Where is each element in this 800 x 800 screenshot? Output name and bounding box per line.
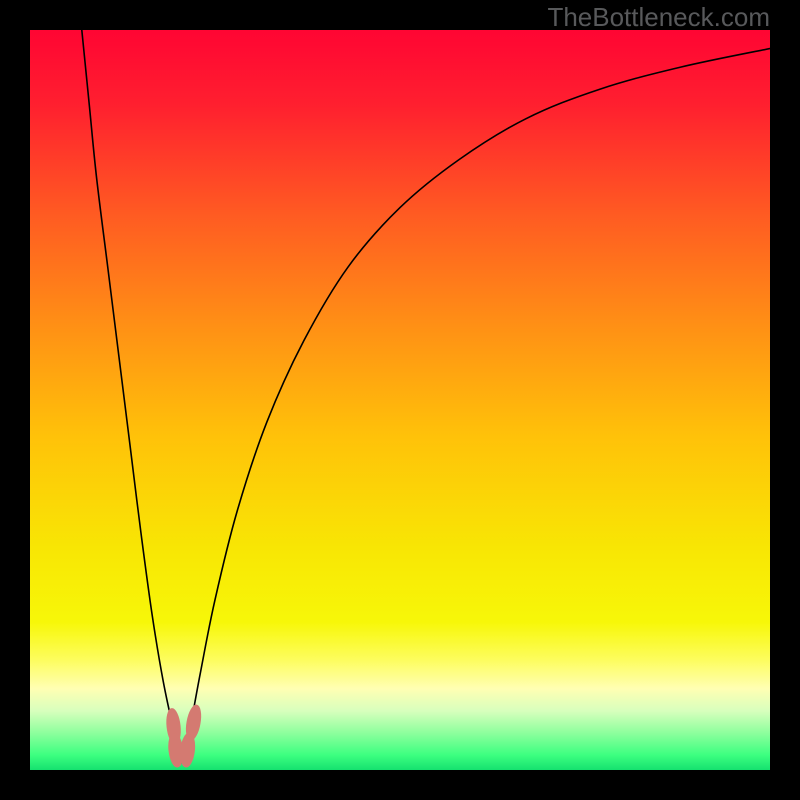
dip-marker-3 bbox=[184, 704, 203, 741]
watermark-text: TheBottleneck.com bbox=[547, 2, 770, 33]
chart-container: TheBottleneck.com bbox=[0, 0, 800, 800]
curve-left-branch bbox=[82, 30, 182, 763]
curve-right-branch bbox=[182, 49, 770, 763]
curve-svg bbox=[30, 30, 770, 770]
plot-area bbox=[30, 30, 770, 770]
